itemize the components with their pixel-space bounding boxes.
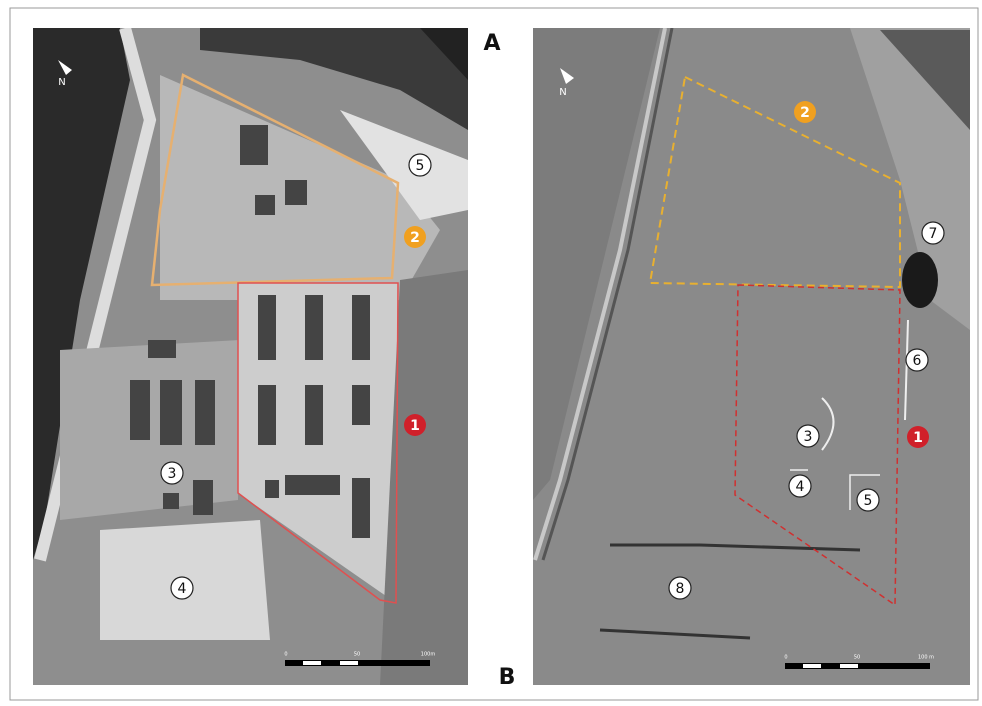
marker: 3 <box>161 462 183 484</box>
marker-label: 5 <box>864 493 873 509</box>
panel-label: B <box>499 665 516 690</box>
figure: N 0 50 100m 5 2 1 3 4 N 0 50 100 m 2 <box>0 0 982 706</box>
marker: 1 <box>404 414 426 436</box>
marker: 8 <box>669 577 691 599</box>
aerial-photo <box>33 28 468 685</box>
marker-label: 5 <box>416 158 425 174</box>
marker: 4 <box>789 475 811 497</box>
scale-label: 100m <box>421 652 436 658</box>
marker-label: 3 <box>168 466 177 482</box>
marker-label: 1 <box>410 418 420 434</box>
hillshade <box>533 28 970 685</box>
scale-label: 50 <box>354 652 360 658</box>
marker-label: 2 <box>800 105 810 121</box>
scale-label: 0 <box>784 655 787 661</box>
scale-label: 0 <box>284 652 287 658</box>
marker-label: 7 <box>929 226 938 242</box>
marker-label: 6 <box>913 353 922 369</box>
marker-label: 1 <box>913 430 923 446</box>
scale-label: 50 <box>854 655 860 661</box>
marker: 7 <box>922 222 944 244</box>
marker: 5 <box>857 489 879 511</box>
marker-label: 4 <box>178 581 187 597</box>
marker: 6 <box>906 349 928 371</box>
panel-label: A <box>483 31 500 56</box>
marker-label: 4 <box>796 479 805 495</box>
scale-label: 100 m <box>918 655 934 661</box>
marker: 5 <box>409 154 431 176</box>
marker-label: 3 <box>804 429 813 445</box>
marker: 2 <box>404 226 426 248</box>
marker: 1 <box>907 426 929 448</box>
marker: 4 <box>171 577 193 599</box>
north-arrow: N <box>58 77 65 88</box>
north-arrow: N <box>559 87 566 98</box>
marker: 2 <box>794 101 816 123</box>
marker-label: 2 <box>410 230 420 246</box>
marker: 3 <box>797 425 819 447</box>
marker-label: 8 <box>676 581 685 597</box>
